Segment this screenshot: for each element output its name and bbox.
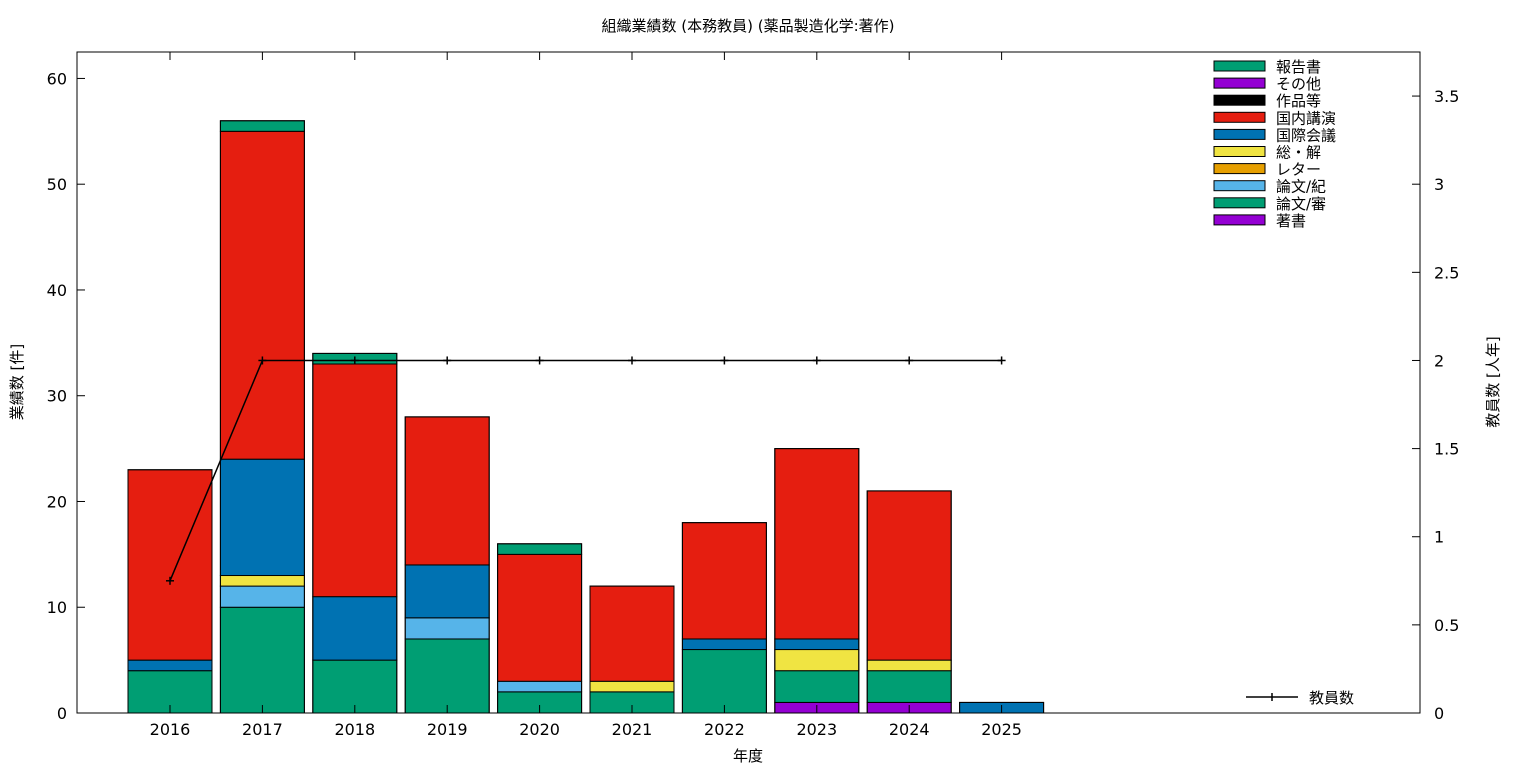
bar-segment — [866, 670, 952, 703]
x-tick-label: 2021 — [612, 720, 653, 739]
y-tick-label: 50 — [47, 175, 67, 194]
axes: 0 10 20 30 40 50 60 0 0.5 1 1.5 2 2.5 3 3.5 2016 2017 201… — [47, 51, 1459, 739]
legend-swatch — [1213, 163, 1266, 175]
y2-tick-label: 0.5 — [1434, 616, 1459, 635]
bar-segment — [589, 585, 675, 682]
bar-segment — [681, 649, 767, 714]
bar-segment — [312, 363, 398, 598]
y2-tick-label: 2 — [1434, 351, 1444, 370]
plot-frame — [76, 51, 1421, 714]
legend-label: 国内講演 — [1276, 109, 1336, 127]
legend-label: 著書 — [1276, 212, 1306, 230]
x-tick-label: 2018 — [334, 720, 375, 739]
legend-swatch — [1213, 197, 1266, 209]
bar-segment — [866, 659, 952, 672]
y2-tick-label: 1.5 — [1434, 440, 1459, 459]
x-tick-label: 2016 — [150, 720, 191, 739]
bar-segment — [404, 617, 490, 640]
x-tick-label: 2025 — [981, 720, 1022, 739]
y-tick-label: 60 — [47, 69, 67, 88]
bar-segment — [589, 680, 675, 693]
x-tick-label: 2024 — [889, 720, 930, 739]
bar-segment — [219, 130, 305, 460]
legend-line-label: 教員数 — [1309, 689, 1354, 707]
legend-label: レター — [1276, 161, 1321, 179]
bar-segment — [219, 120, 305, 132]
legend-swatch — [1213, 94, 1266, 106]
bar-segment — [312, 596, 398, 661]
legend-swatch — [1213, 214, 1266, 226]
bar-segment — [127, 469, 213, 661]
y2-tick-label: 3 — [1434, 175, 1444, 194]
legend-label: 総・解 — [1276, 144, 1321, 162]
y-tick-label: 0 — [57, 704, 67, 723]
y2-axis-label: 教員数 [人年] — [1484, 336, 1502, 427]
legend-swatch — [1213, 180, 1266, 192]
plot-area — [127, 120, 1045, 714]
x-axis-label: 年度 — [733, 747, 763, 765]
bar-segment — [497, 680, 583, 693]
legend-swatch — [1213, 146, 1266, 157]
y-tick-label: 40 — [47, 281, 67, 300]
x-tick-label: 2017 — [242, 720, 283, 739]
legend-swatch — [1213, 128, 1266, 140]
legend-label: 論文/紀 — [1276, 178, 1326, 196]
legend-swatch — [1213, 111, 1266, 123]
legend-swatch — [1213, 77, 1266, 89]
bar-segment — [681, 638, 767, 651]
chart-title: 組織業績数 (本務教員) (薬品製造化学:著作) — [602, 17, 895, 35]
legend-label: 論文/審 — [1276, 195, 1326, 213]
y2-tick-label: 0 — [1434, 704, 1444, 723]
bar-segment — [219, 585, 305, 608]
x-tick-label: 2023 — [796, 720, 837, 739]
bar-segment — [404, 564, 490, 619]
bar-segment — [219, 575, 305, 587]
line-teachers — [169, 359, 1002, 582]
bar-segment — [774, 649, 860, 672]
bar-segment — [219, 606, 305, 714]
x-tick-label: 2022 — [704, 720, 745, 739]
line-legend: 教員数 — [1246, 689, 1354, 707]
bar-segment — [774, 670, 860, 703]
legend-label: その他 — [1276, 75, 1321, 93]
y-tick-label: 30 — [47, 387, 67, 406]
bar-segment — [774, 638, 860, 651]
bar-segment — [404, 416, 490, 566]
legend-label: 報告書 — [1276, 58, 1321, 76]
y-tick-label: 10 — [47, 598, 67, 617]
x-tick-label: 2020 — [519, 720, 560, 739]
legend-swatch — [1213, 60, 1266, 72]
bar-segment — [404, 638, 490, 714]
bar-segment — [497, 543, 583, 555]
legend-label: 国際会議 — [1276, 126, 1336, 144]
bar-segment — [681, 522, 767, 640]
bar-segment — [774, 448, 860, 640]
y-axis-label: 業績数 [件] — [8, 344, 26, 420]
legend-label: 作品等 — [1276, 92, 1321, 110]
bar-segment — [219, 458, 305, 577]
bar-segment — [497, 553, 583, 682]
y2-tick-label: 2.5 — [1434, 263, 1459, 282]
y2-tick-label: 3.5 — [1434, 87, 1459, 106]
bar-segment — [866, 490, 952, 661]
y-tick-label: 20 — [47, 492, 67, 511]
bar-segment — [127, 659, 213, 672]
x-tick-label: 2019 — [427, 720, 468, 739]
y2-tick-label: 1 — [1434, 528, 1444, 547]
